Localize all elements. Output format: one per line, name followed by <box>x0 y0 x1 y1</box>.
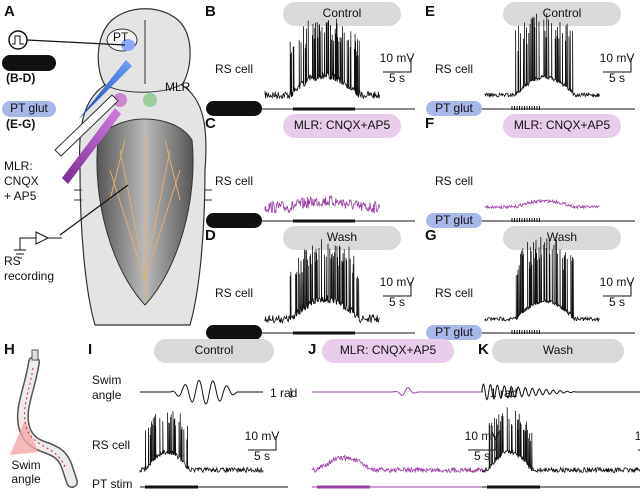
pt-label: PT <box>113 30 129 44</box>
scale-bar <box>603 58 632 73</box>
stim-label: PT glut <box>435 325 473 339</box>
condition-pill <box>283 2 401 26</box>
voltage-trace <box>264 18 380 100</box>
stim-label: PT stim <box>214 325 254 339</box>
cell-label: RS cell <box>215 62 253 76</box>
pt-stim-label: PT stim <box>9 55 49 69</box>
condition-label: Control <box>195 343 234 357</box>
scale-mv: 10 mV <box>600 51 635 65</box>
cell-label: RS cell <box>92 438 130 452</box>
panel-letter: I <box>88 341 92 358</box>
rs-recording-label: recording <box>4 269 54 283</box>
condition-pill <box>283 114 401 138</box>
condition-label: Wash <box>327 230 357 244</box>
panel-letter: K <box>478 341 489 358</box>
panel-letter: H <box>4 341 15 358</box>
cell-label: RS cell <box>435 174 473 188</box>
panel-letter: G <box>425 227 437 244</box>
condition-pill <box>503 226 621 250</box>
stim-label: PT glut <box>435 213 473 227</box>
fish-drawing <box>10 349 78 488</box>
voltage-trace <box>264 195 380 214</box>
pt-glut-panels: (E-G) <box>6 117 35 131</box>
swim-trace <box>140 379 263 405</box>
swim-angle-label: angle <box>92 388 122 402</box>
mlr-label: MLR <box>165 80 191 94</box>
scale-bar <box>603 282 632 297</box>
scale-bar <box>383 58 412 73</box>
pt-glut-label: PT glut <box>10 101 48 115</box>
panel-letter: B <box>205 3 216 20</box>
pt-stim-panels: (B-D) <box>6 71 35 85</box>
panel-letter: D <box>205 227 216 244</box>
scale-mv: 10 mV <box>635 429 640 443</box>
scale-mv: 10 mV <box>600 275 635 289</box>
swim-trace <box>312 386 483 396</box>
scale-mv: 10 mV <box>380 275 415 289</box>
swim-angle-label: Swim <box>92 373 121 387</box>
stim-label: PT stim <box>92 477 132 491</box>
scale-bar <box>383 282 412 297</box>
scale-mv: 10 mV <box>245 429 280 443</box>
condition-pill <box>154 339 274 363</box>
panel-letter: E <box>425 3 435 20</box>
panel-letter: C <box>205 115 216 132</box>
scale-s: 5 s <box>254 449 270 463</box>
stim-pill <box>206 101 262 116</box>
cell-label: RS cell <box>435 286 473 300</box>
mlr-drug-label: CNQX <box>4 174 39 188</box>
panel-letter: A <box>4 3 15 20</box>
stim-label: PT stim <box>214 213 254 227</box>
stim-label: PT glut <box>435 101 473 115</box>
scale-mv: 10 mV <box>380 51 415 65</box>
stim-pill <box>426 213 482 228</box>
condition-label: Wash <box>543 343 573 357</box>
voltage-trace <box>139 411 264 474</box>
scale-s: 5 s <box>609 295 625 309</box>
scale-s: 5 s <box>389 71 405 85</box>
voltage-trace <box>484 13 600 99</box>
rs-recording-label: RS <box>4 254 21 268</box>
condition-pill <box>492 339 624 363</box>
condition-label: Wash <box>547 230 577 244</box>
stim-label: PT stim <box>214 101 254 115</box>
condition-label: MLR: CNQX+AP5 <box>514 118 611 132</box>
scale-bar <box>248 436 277 451</box>
panel-letter: J <box>308 341 316 358</box>
condition-label: Control <box>323 6 362 20</box>
cell-label: RS cell <box>435 62 473 76</box>
swim-trace <box>481 383 640 401</box>
voltage-trace <box>484 198 600 210</box>
pt-stim-pill <box>2 55 56 71</box>
scale-mv: 10 mV <box>465 429 500 443</box>
cell-label: RS cell <box>215 174 253 188</box>
condition-pill <box>503 114 621 138</box>
scale-s: 5 s <box>389 295 405 309</box>
mlr-drug-label: MLR: <box>4 159 33 173</box>
voltage-trace <box>481 407 640 474</box>
swim-angle-label: Swim <box>11 458 40 472</box>
stim-pill <box>206 325 262 340</box>
scale-s: 5 s <box>474 449 490 463</box>
pt-glut-pill <box>2 101 56 117</box>
condition-label: MLR: CNQX+AP5 <box>340 343 437 357</box>
cell-label: RS cell <box>215 286 253 300</box>
stim-pill <box>426 101 482 116</box>
condition-pill <box>322 339 454 363</box>
mlr-drug-label: + AP5 <box>4 189 37 203</box>
voltage-trace <box>311 454 484 474</box>
brain-drawing <box>8 8 212 326</box>
swim-angle-label: angle <box>11 472 41 486</box>
condition-pill <box>283 226 401 250</box>
scale-s: 5 s <box>609 71 625 85</box>
panel-letter: F <box>425 115 434 132</box>
stim-pill <box>426 325 482 340</box>
rad-label: 1 rad <box>270 386 297 400</box>
voltage-trace <box>484 236 600 323</box>
condition-label: MLR: CNQX+AP5 <box>294 118 391 132</box>
voltage-trace <box>264 239 380 324</box>
condition-label: Control <box>543 6 582 20</box>
stim-pill <box>206 213 262 228</box>
